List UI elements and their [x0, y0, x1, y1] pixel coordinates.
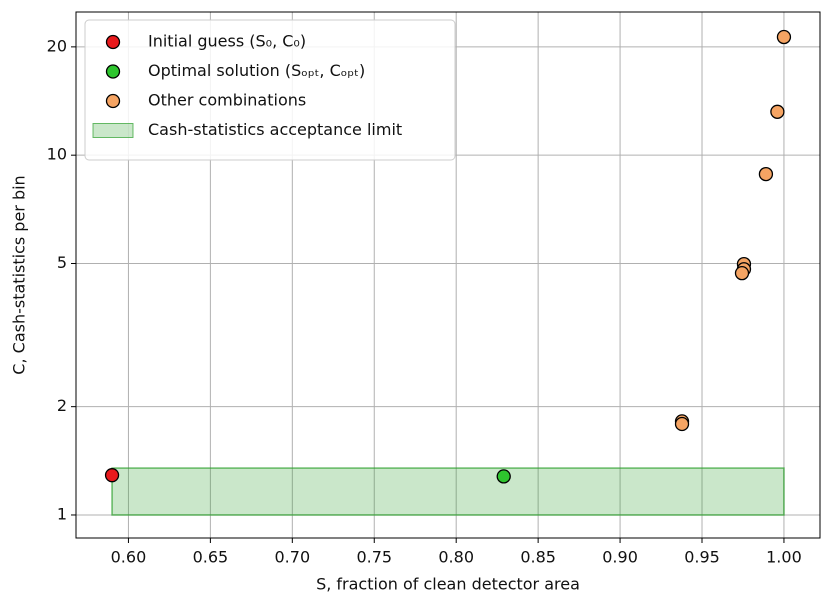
plot-frame [75, 11, 821, 539]
legend-box [84, 19, 456, 161]
y-tick-label: 20 [47, 36, 67, 55]
y-tick-label: 5 [57, 253, 67, 272]
x-tick-label: 0.90 [602, 548, 638, 567]
x-tick-label: 0.60 [111, 548, 147, 567]
x-axis-label: S, fraction of clean detector area [316, 575, 580, 594]
legend-marker [105, 93, 121, 109]
legend-label: Optimal solution (Sₒₚₜ, Cₒₚₜ) [148, 61, 365, 80]
legend-marker [92, 123, 134, 138]
point [758, 166, 774, 182]
x-tick-label: 0.85 [520, 548, 556, 567]
legend-label: Initial guess (S₀, C₀) [148, 32, 306, 51]
point [776, 29, 792, 45]
y-tick-label: 10 [47, 145, 67, 164]
legend-label: Other combinations [148, 91, 306, 110]
band [111, 467, 785, 516]
x-tick-label: 0.75 [356, 548, 392, 567]
point [734, 266, 750, 281]
x-tick-label: 0.95 [684, 548, 720, 567]
legend: Initial guess (S₀, C₀) Optimal solution (… [84, 19, 456, 161]
x-tick-label: 0.70 [275, 548, 311, 567]
y-axis-label: C, Cash-statistics per bin [10, 175, 29, 374]
y-tick-label: 2 [57, 396, 67, 415]
x-tick-label: 0.65 [193, 548, 229, 567]
legend-label: Cash-statistics acceptance limit [148, 120, 402, 139]
point [770, 104, 785, 119]
x-tick-label: 1.00 [766, 548, 802, 567]
legend-marker [105, 34, 121, 50]
point [674, 416, 690, 432]
x-tick-label: 0.80 [438, 548, 474, 567]
point [104, 468, 120, 483]
point [496, 469, 511, 484]
legend-marker [105, 64, 121, 79]
y-tick-label: 1 [57, 504, 67, 523]
